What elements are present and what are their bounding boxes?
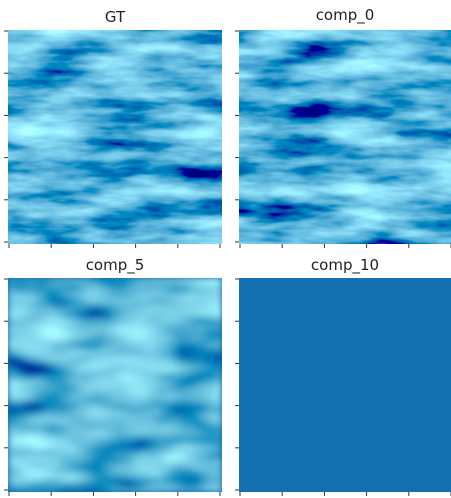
image-comp-10 [239,278,451,492]
panel-title: comp_5 [86,256,145,275]
figure: GT comp_0 comp_5 comp_10 [0,0,451,498]
panel-title: GT [105,8,126,26]
image-comp-0 [239,30,451,244]
panel-title: comp_0 [316,6,375,25]
image-comp-5 [8,278,222,492]
panel-title: comp_10 [311,256,379,275]
image-gt [8,30,222,244]
